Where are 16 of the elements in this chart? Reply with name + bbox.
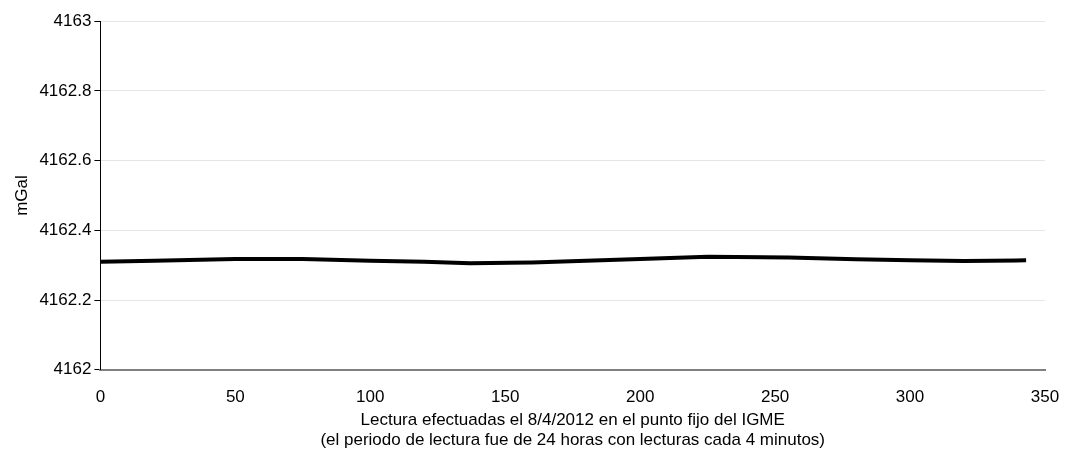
y-tick-label: 4162.2 (39, 289, 92, 309)
x-tick-label: 200 (625, 386, 655, 406)
x-tick-label: 300 (895, 386, 925, 406)
x-tick-label: 250 (760, 386, 790, 406)
x-tick-label: 150 (491, 386, 520, 406)
y-tick-label: 4163 (53, 10, 92, 30)
y-axis-title: mGal (11, 175, 31, 216)
y-tick-label: 4162.8 (39, 80, 92, 100)
y-tick-label: 4162.4 (39, 220, 92, 240)
x-tick-label: 100 (356, 386, 385, 406)
x-tick-label: 50 (225, 386, 245, 406)
x-tick-label: 350 (1030, 386, 1060, 406)
y-tick-label: 4162.6 (39, 150, 92, 170)
y-tick-label: 4162 (53, 359, 92, 379)
x-axis-title: Lectura efectuadas el 8/4/2012 en el punto fijo del IGME (el periodo de lectura fue de 24 horas con lecturas cada 4 minutos) (320, 410, 826, 450)
x-tick-label: 0 (95, 386, 106, 406)
